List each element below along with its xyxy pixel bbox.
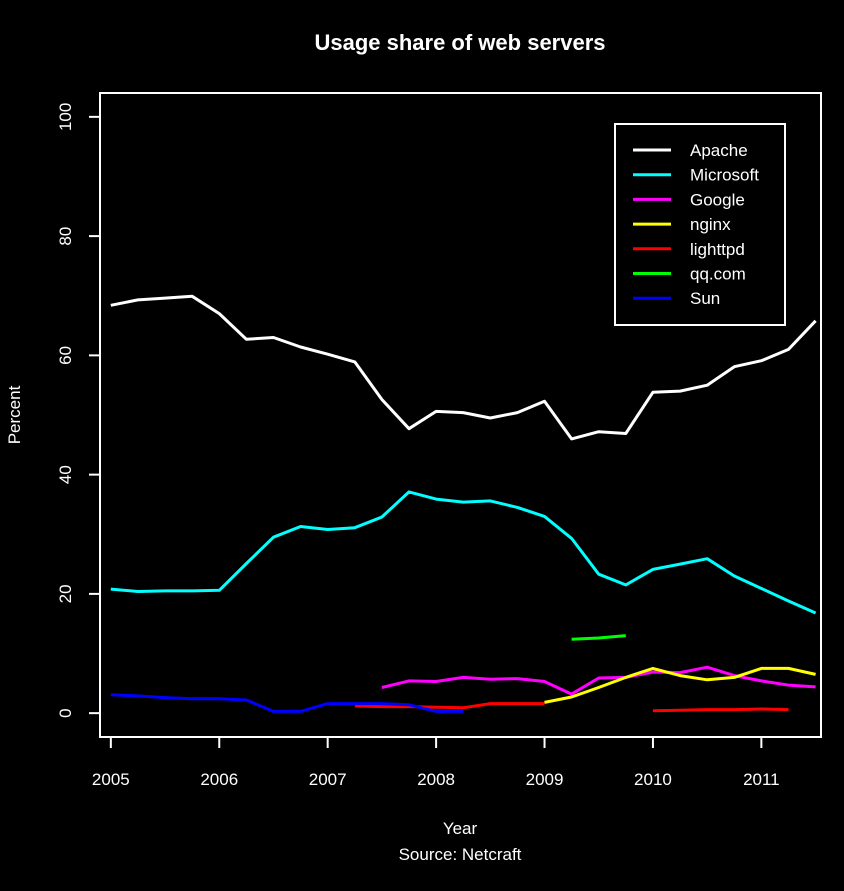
- series-microsoft: [110, 490, 817, 615]
- x-tick-label: 2008: [417, 770, 455, 789]
- x-tick-label: 2007: [309, 770, 347, 789]
- series-line: [652, 707, 789, 713]
- series-line: [110, 294, 817, 441]
- y-tick-label: 60: [56, 346, 75, 365]
- x-tick-label: 2006: [200, 770, 238, 789]
- y-axis-title: Percent: [5, 385, 24, 444]
- series-google: [381, 665, 816, 696]
- legend-label-qq-com: qq.com: [690, 265, 746, 284]
- series-line: [110, 693, 464, 713]
- y-tick-label: 20: [56, 584, 75, 603]
- x-tick-label: 2011: [743, 770, 780, 789]
- series-apache: [110, 294, 817, 441]
- legend-label-sun: Sun: [690, 289, 720, 308]
- legend-label-google: Google: [690, 190, 745, 209]
- series-line: [110, 490, 817, 615]
- legend-label-nginx: nginx: [690, 215, 731, 234]
- series-sun: [110, 693, 464, 713]
- series-lighttpd: [354, 702, 789, 713]
- x-tick-label: 2010: [634, 770, 672, 789]
- y-tick-label: 0: [56, 708, 75, 717]
- x-tick-label: 2005: [92, 770, 130, 789]
- chart-title: Usage share of web servers: [314, 30, 605, 55]
- x-axis: 2005 2006 2007 2008 2009 2010 2011: [92, 736, 780, 789]
- legend: Apache Microsoft Google nginx lighttpd qq.com…: [614, 123, 786, 326]
- series-layer: [110, 294, 817, 713]
- x-axis-title: Year: [443, 819, 478, 838]
- y-tick-label: 80: [56, 227, 75, 246]
- series-qq-com: [571, 634, 626, 641]
- y-tick-label: 40: [56, 465, 75, 484]
- legend-label-apache: Apache: [690, 141, 748, 160]
- legend-label-microsoft: Microsoft: [690, 166, 759, 185]
- y-tick-label: 100: [56, 103, 75, 131]
- series-line: [544, 666, 816, 704]
- series-line: [354, 702, 545, 710]
- legend-label-lighttpd: lighttpd: [690, 240, 745, 259]
- series-line: [571, 634, 626, 641]
- series-line: [381, 665, 816, 696]
- legend-entries: Apache Microsoft Google nginx lighttpd qq.com…: [633, 141, 759, 308]
- x-tick-label: 2009: [526, 770, 564, 789]
- series-nginx: [544, 666, 816, 704]
- y-axis: 0 20 40 60 80 100: [56, 103, 101, 718]
- source-caption: Source: Netcraft: [399, 845, 522, 864]
